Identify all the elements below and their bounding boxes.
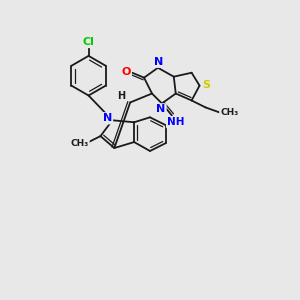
Text: N: N: [156, 104, 166, 114]
Text: H: H: [117, 91, 125, 100]
Text: N: N: [103, 113, 112, 123]
Text: N: N: [154, 57, 164, 67]
Text: CH₃: CH₃: [70, 139, 89, 148]
Text: Cl: Cl: [82, 37, 94, 47]
Text: NH: NH: [167, 117, 184, 127]
Text: O: O: [122, 67, 131, 77]
Text: CH₃: CH₃: [220, 108, 238, 117]
Text: S: S: [202, 80, 211, 90]
